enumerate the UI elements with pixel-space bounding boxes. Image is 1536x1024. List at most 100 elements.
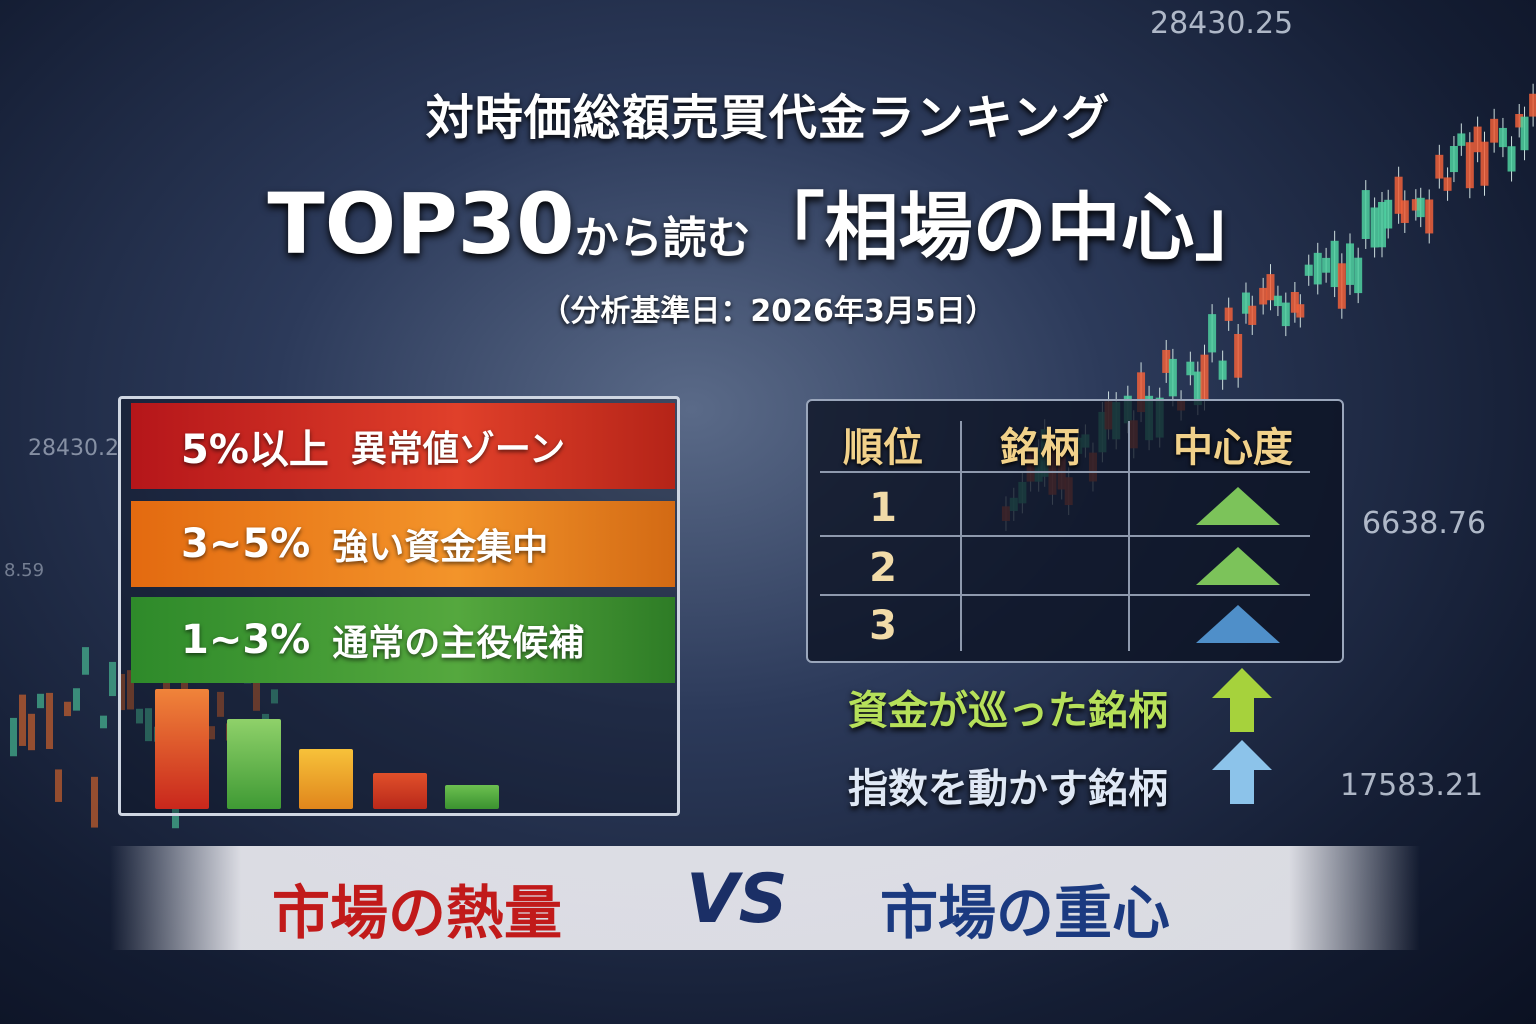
zone-band-1: 5%以上 異常値ゾーン <box>131 403 675 489</box>
candlestick <box>1304 254 1313 286</box>
arrow-up-green-icon <box>1212 668 1272 732</box>
title-line1: 対時価総額売買代金ランキング <box>425 90 1111 146</box>
candlestick <box>46 692 53 750</box>
candlestick <box>55 769 62 802</box>
candlestick <box>1361 180 1370 249</box>
zone-range: 5%以上 <box>181 427 329 473</box>
candlestick <box>1162 339 1171 383</box>
decor-bar <box>445 785 499 809</box>
ticker-value: 6638.76 <box>1362 506 1487 541</box>
candlestick <box>100 715 107 729</box>
candlestick <box>1400 190 1409 233</box>
candlestick <box>1354 247 1363 304</box>
up-triangle-green-icon <box>1196 547 1280 585</box>
row-divider <box>820 594 1310 596</box>
candlestick <box>1266 264 1275 311</box>
candlestick <box>91 776 98 828</box>
candlestick <box>1465 132 1474 199</box>
ticker-value: 17583.21 <box>1340 768 1484 803</box>
candlestick <box>1443 167 1452 201</box>
candlestick <box>82 647 89 675</box>
zone-band-3: 1~3% 通常の主役候補 <box>131 597 675 683</box>
candlestick <box>127 670 134 710</box>
candlestick <box>19 694 26 746</box>
candlestick <box>1384 189 1393 239</box>
candlestick <box>1273 285 1282 317</box>
comparison-banner <box>110 846 1420 950</box>
candlestick <box>1515 104 1524 138</box>
candlestick <box>1248 295 1257 335</box>
candlestick <box>37 693 44 709</box>
zone-band-2: 3~5% 強い資金集中 <box>131 501 675 587</box>
candlestick <box>1330 230 1339 298</box>
decor-bar <box>373 773 427 809</box>
candlestick <box>1345 233 1354 295</box>
decor-bar <box>155 689 209 809</box>
candlestick <box>1425 189 1434 244</box>
header-rank: 順位 <box>843 425 923 471</box>
arrow-up-blue-icon <box>1212 740 1272 804</box>
title-quote: 「相場の中心」 <box>750 185 1269 271</box>
candlestick <box>145 708 152 742</box>
vs-label: VS <box>686 860 788 939</box>
market-center-label: 市場の重心 <box>880 879 1171 947</box>
zone-label: 強い資金集中 <box>332 527 549 568</box>
candlestick <box>73 688 80 711</box>
candlestick <box>1313 242 1322 295</box>
candlestick <box>1290 281 1299 323</box>
zone-panel: 5%以上 異常値ゾーン 3~5% 強い資金集中 1~3% 通常の主役候補 <box>118 396 680 816</box>
header-centrality: 中心度 <box>1173 425 1293 471</box>
decor-bar <box>299 749 353 809</box>
candlestick <box>1224 297 1233 331</box>
caption-index-movers: 指数を動かす銘柄 <box>848 766 1168 812</box>
title-line2: TOP30から読む「相場の中心」 <box>0 168 1536 275</box>
candlestick <box>1241 282 1250 324</box>
candlestick <box>109 661 116 697</box>
candlestick <box>1168 348 1177 407</box>
zone-label: 通常の主役候補 <box>332 623 585 664</box>
candlestick <box>253 675 260 711</box>
rank-cell: 1 <box>869 485 897 531</box>
candlestick <box>1281 292 1290 337</box>
candlestick <box>217 691 224 717</box>
candlestick <box>1411 189 1420 221</box>
candlestick <box>1378 191 1387 258</box>
candlestick <box>10 717 17 757</box>
candlestick <box>208 726 215 740</box>
candlestick <box>1394 166 1403 224</box>
candlestick <box>1259 277 1268 315</box>
candlestick <box>1296 294 1305 328</box>
row-divider <box>820 535 1310 537</box>
subtitle-date: （分析基準日：2026年3月5日） <box>540 294 996 329</box>
rank-cell: 3 <box>869 603 897 649</box>
candlestick <box>1529 83 1536 127</box>
candlestick <box>1490 108 1499 153</box>
ticker-value: 28430.2 <box>28 436 119 461</box>
up-triangle-blue-icon <box>1196 605 1280 643</box>
candlestick <box>1480 131 1489 196</box>
candlestick <box>28 713 35 751</box>
title-top30: TOP30 <box>267 175 575 273</box>
candlestick <box>1435 144 1444 189</box>
candlestick <box>1218 350 1227 390</box>
ticker-value: 28430.25 <box>1150 6 1294 41</box>
header-stock: 銘柄 <box>1000 425 1080 471</box>
candlestick <box>1498 117 1507 158</box>
zone-range: 1~3% <box>181 617 311 663</box>
candlestick <box>1370 197 1379 258</box>
title-kara: から読む <box>574 213 751 264</box>
candlestick <box>1473 116 1482 163</box>
ticker-value: 8.59 <box>4 560 45 581</box>
candlestick <box>1507 136 1516 182</box>
caption-capital-flow: 資金が巡った銘柄 <box>848 688 1168 734</box>
candlestick <box>1322 247 1331 283</box>
decor-bar <box>227 719 281 809</box>
candlestick <box>1337 253 1346 319</box>
market-heat-label: 市場の熱量 <box>272 879 563 947</box>
zone-label: 異常値ゾーン <box>350 429 566 470</box>
candlestick <box>136 708 143 724</box>
ranking-table: 順位 銘柄 中心度 1 2 3 <box>806 399 1344 663</box>
candlestick <box>1449 135 1458 183</box>
row-divider <box>820 471 1310 473</box>
up-triangle-green-icon <box>1196 487 1280 525</box>
